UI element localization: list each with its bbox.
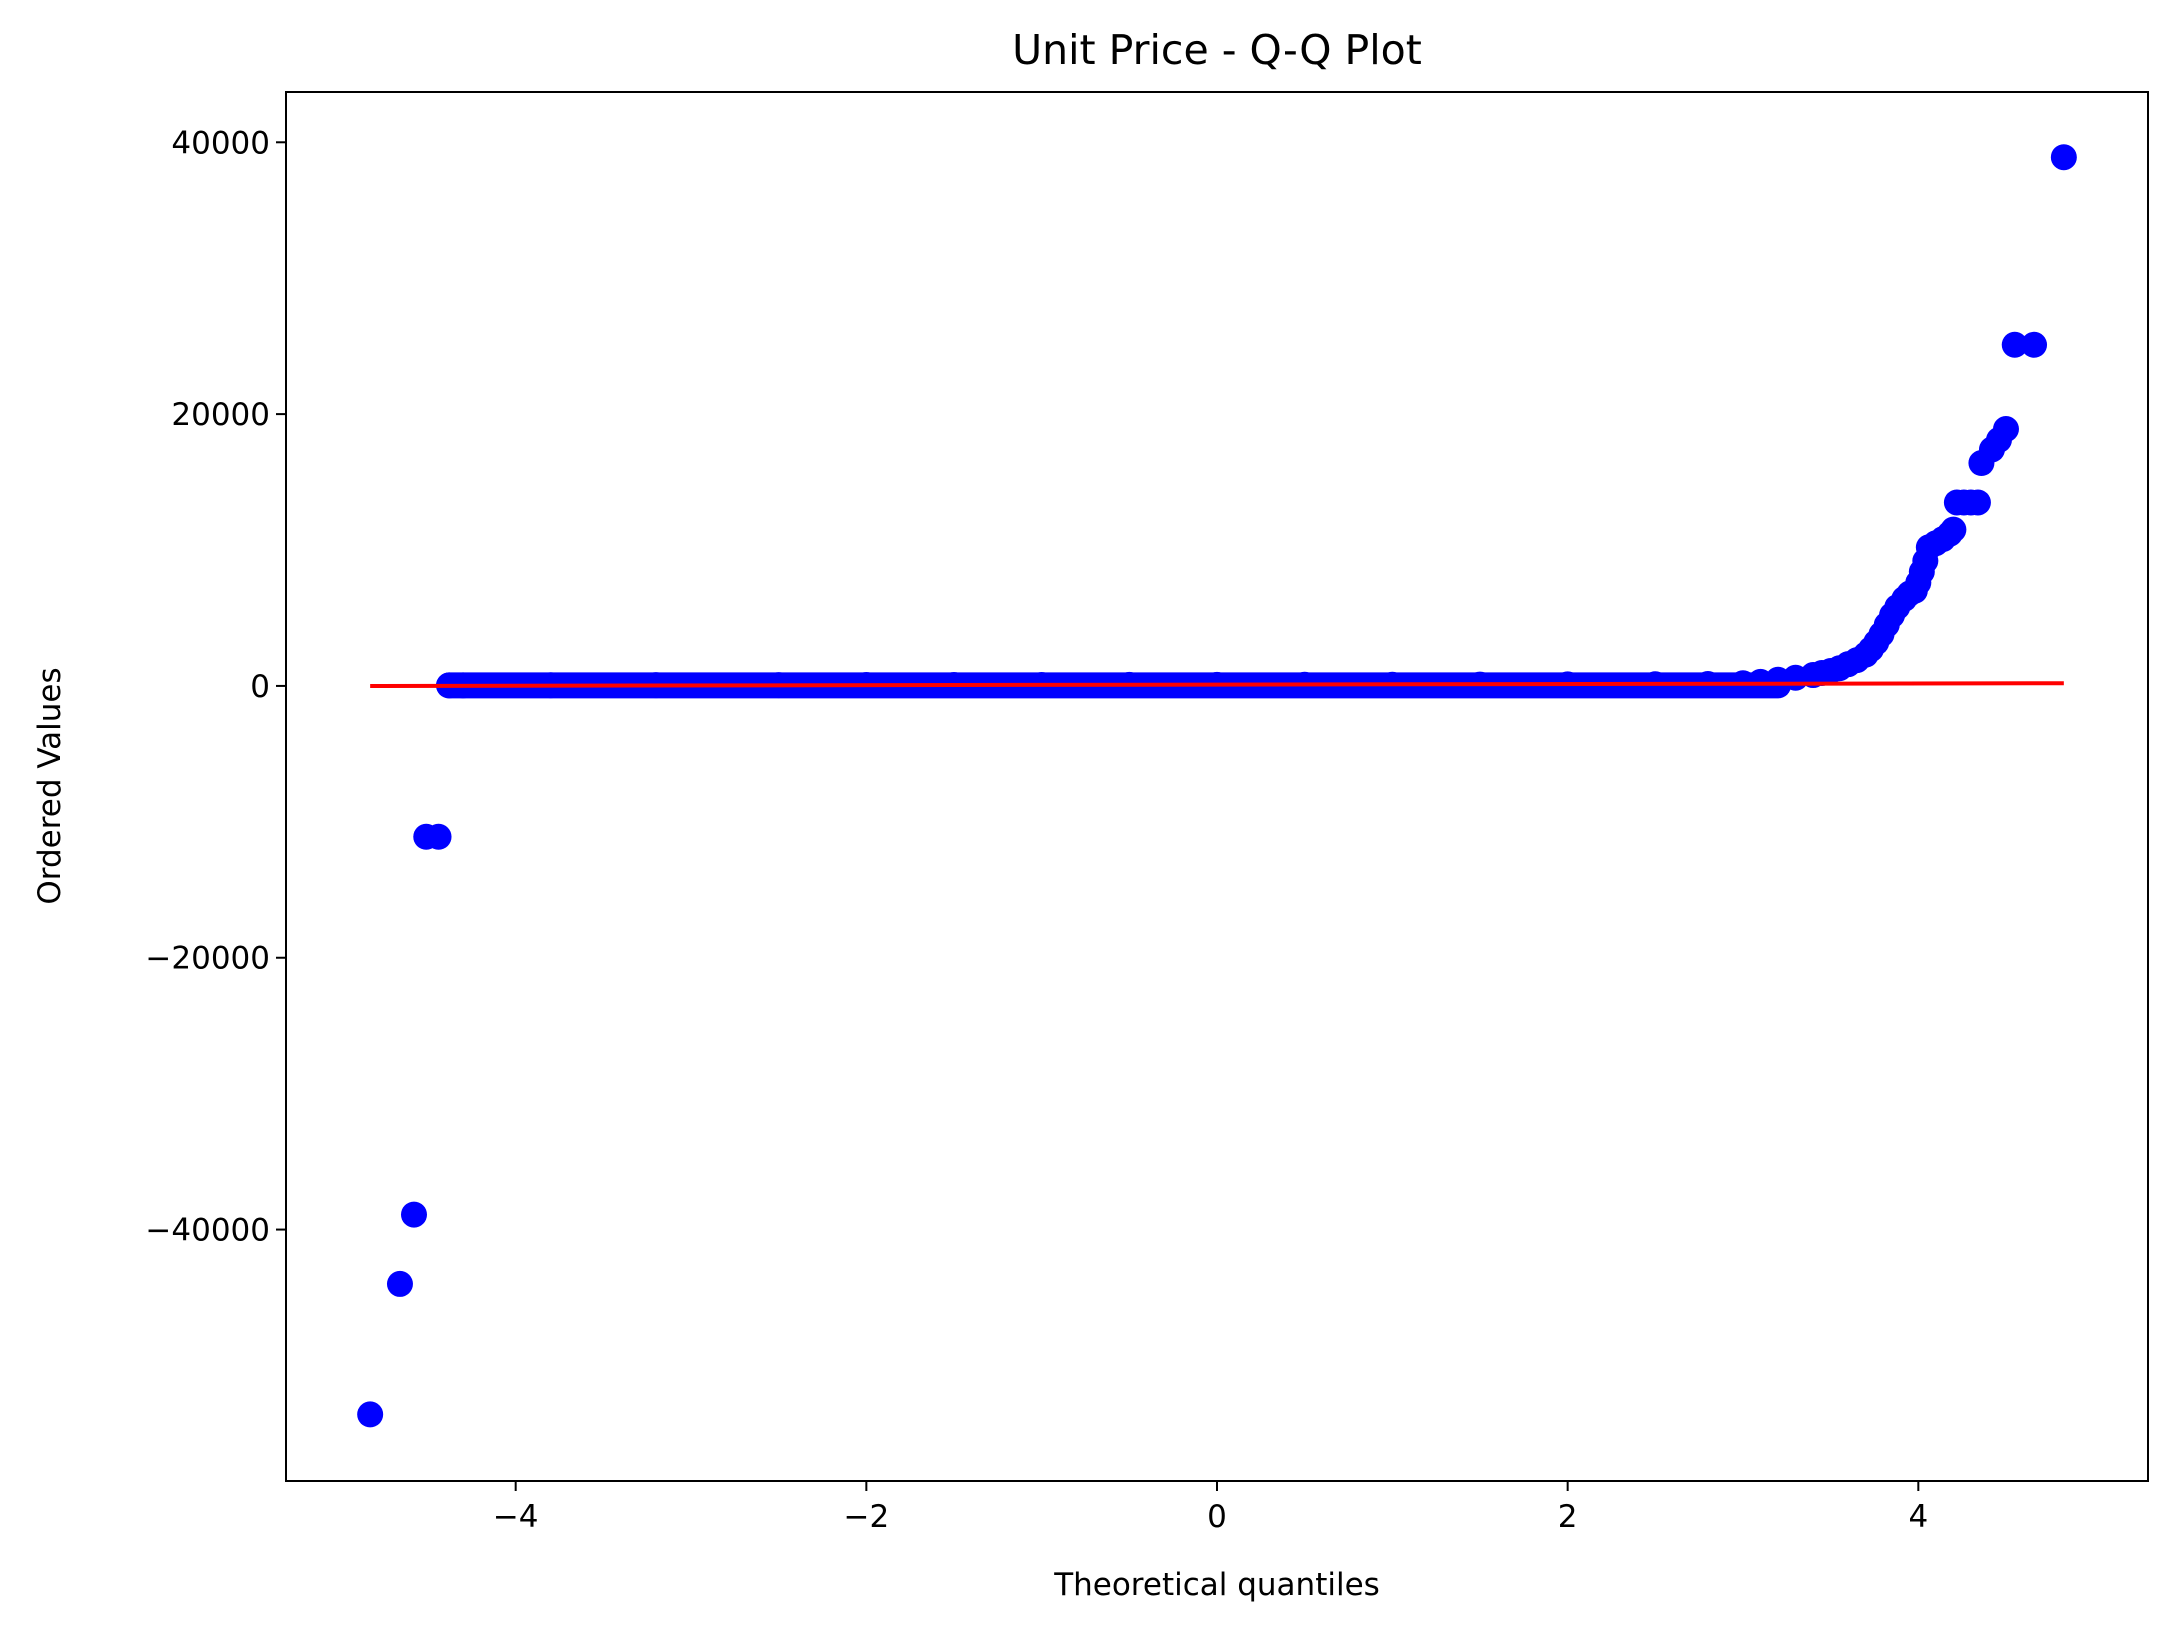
- data-point: [1992, 416, 2019, 443]
- x-tick-label: −4: [493, 1499, 539, 1535]
- data-point: [400, 1201, 427, 1228]
- y-tick-label: −40000: [145, 1213, 270, 1249]
- x-tick-label: 4: [1908, 1499, 1928, 1535]
- y-tick-label: −20000: [145, 941, 270, 977]
- data-point: [2001, 331, 2028, 358]
- x-tick-label: 0: [1207, 1499, 1227, 1535]
- data-point: [1964, 489, 1991, 516]
- data-point: [425, 823, 452, 850]
- plot-area: [357, 144, 2077, 1428]
- reference-line: [370, 681, 2064, 688]
- y-tick-label: 0: [250, 669, 270, 705]
- x-tick-label: 2: [1558, 1499, 1578, 1535]
- y-axis-label: Ordered Values: [32, 667, 68, 904]
- chart-title: Unit Price - Q-Q Plot: [1012, 26, 1422, 74]
- y-tick-label: 20000: [171, 397, 270, 433]
- data-point: [2050, 144, 2077, 171]
- x-axis-label: Theoretical quantiles: [1053, 1567, 1380, 1603]
- plot-frame: [285, 91, 2149, 1482]
- y-tick-label: 40000: [171, 125, 270, 161]
- data-point: [1940, 516, 1967, 543]
- x-tick-label: −2: [843, 1499, 889, 1535]
- data-point: [2021, 331, 2048, 358]
- data-point: [386, 1270, 413, 1297]
- axis-ticks: −4 −2 0 2 4 −40000 −20000 0 20000 40000: [145, 125, 1928, 1535]
- data-point: [357, 1401, 384, 1428]
